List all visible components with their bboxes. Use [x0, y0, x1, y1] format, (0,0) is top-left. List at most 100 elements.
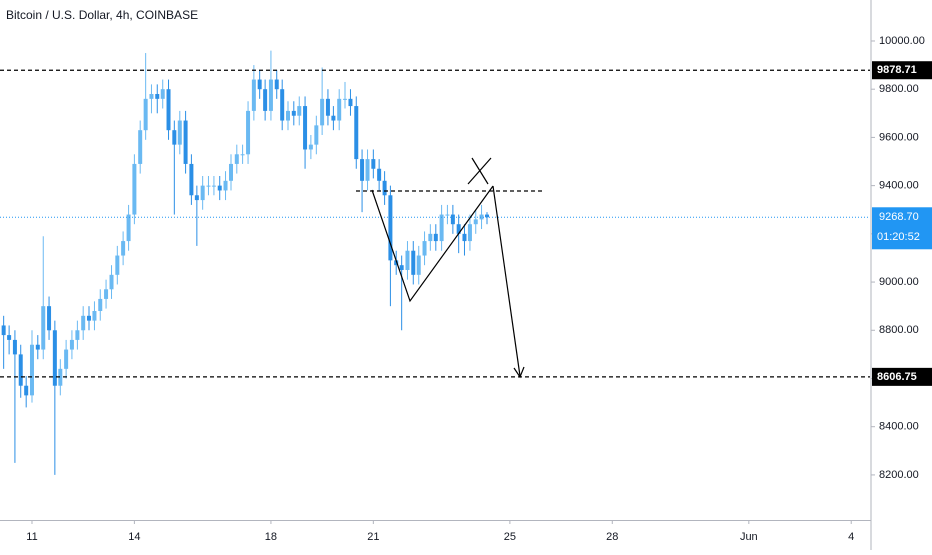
- candle-body: [18, 354, 23, 386]
- drawings: [356, 157, 544, 379]
- candle-body: [35, 344, 40, 350]
- candle-body: [251, 79, 256, 111]
- candle-body: [297, 106, 302, 116]
- candle-body: [81, 315, 86, 331]
- candle-body: [422, 241, 427, 256]
- candle-body: [47, 306, 52, 331]
- candle-body: [24, 385, 29, 396]
- candle-body: [223, 180, 228, 191]
- candle-body: [177, 120, 182, 145]
- candle-body: [285, 110, 290, 121]
- candle-body: [92, 310, 97, 321]
- candle-body: [280, 89, 285, 121]
- x-tick-label: 25: [504, 531, 516, 543]
- candle-body: [365, 159, 370, 181]
- candle-body: [246, 110, 251, 155]
- candle-body: [149, 94, 154, 99]
- candle-body: [41, 306, 46, 350]
- candle-body: [337, 98, 342, 121]
- candle-body: [439, 214, 444, 242]
- y-tick-label: 9600.00: [879, 131, 919, 143]
- candle-body: [86, 315, 91, 321]
- candle-body: [479, 214, 484, 220]
- x-tick-label: Jun: [740, 531, 758, 543]
- candle-body: [69, 339, 74, 350]
- candle-body: [109, 274, 114, 290]
- y-tick-label: 8200.00: [879, 469, 919, 481]
- candle-body: [445, 214, 450, 216]
- level-label: 8606.75: [877, 371, 917, 383]
- candle-body: [377, 168, 382, 181]
- level-label: 9878.71: [877, 64, 917, 76]
- x-tick-label: 21: [367, 531, 379, 543]
- candle-body: [64, 349, 69, 369]
- candle-body: [485, 214, 490, 218]
- pattern-line: [371, 185, 494, 303]
- candle-body: [360, 159, 365, 181]
- candle-body: [12, 339, 17, 355]
- candle-body: [228, 163, 233, 181]
- candle-body: [399, 265, 404, 271]
- candle-body: [274, 79, 279, 90]
- candle-body: [194, 195, 199, 201]
- candle-body: [29, 344, 34, 396]
- y-tick-label: 9800.00: [879, 83, 919, 95]
- candle-body: [411, 250, 416, 275]
- last-price-label: 9268.70: [879, 211, 919, 223]
- candle-body: [172, 130, 177, 145]
- candle-body: [268, 79, 273, 111]
- candle-body: [462, 233, 467, 242]
- candle-body: [257, 79, 262, 90]
- y-tick-label: 8400.00: [879, 421, 919, 433]
- candle-body: [104, 289, 109, 299]
- candle-body: [211, 185, 216, 187]
- candle-body: [183, 120, 188, 164]
- candle-body: [433, 233, 438, 242]
- candle-body: [143, 98, 148, 131]
- level-label-box: [872, 367, 932, 386]
- candle-body: [132, 163, 137, 215]
- x-tick-label: 11: [26, 531, 37, 543]
- candle-body: [291, 110, 296, 116]
- level-label-box: [872, 61, 932, 80]
- candle-body: [234, 154, 239, 164]
- candle-body: [331, 115, 336, 121]
- y-tick-label: 8800.00: [879, 324, 919, 336]
- candle-body: [428, 233, 433, 242]
- candle-body: [58, 368, 63, 386]
- candle-body: [320, 98, 325, 126]
- candle-body: [325, 98, 330, 116]
- candle-body: [303, 106, 308, 150]
- candle-body: [388, 195, 393, 261]
- x-tick-label: 28: [606, 531, 618, 543]
- candle-body: [166, 89, 171, 131]
- target-arrow: [492, 185, 521, 377]
- y-tick-label: 9000.00: [879, 276, 919, 288]
- candle-body: [343, 98, 348, 100]
- x-tick-label: 14: [128, 531, 140, 543]
- candle-body: [52, 330, 57, 386]
- candle-body: [206, 185, 211, 187]
- candle-body: [7, 335, 12, 340]
- candle-body: [217, 185, 222, 191]
- y-tick-label: 10000.00: [879, 35, 925, 47]
- candle-body: [416, 255, 421, 275]
- candle-body: [155, 94, 160, 99]
- candle-body: [348, 98, 353, 107]
- arrow-head: [513, 366, 525, 379]
- candle-body: [354, 106, 359, 160]
- candle-body: [371, 159, 376, 169]
- candle-body: [314, 125, 319, 145]
- candle-body: [98, 298, 103, 311]
- cross-mark: [467, 157, 492, 185]
- y-tick-label: 9400.00: [879, 180, 919, 192]
- candle-body: [160, 89, 165, 99]
- candle-body: [382, 180, 387, 196]
- countdown-label: 01:20:52: [877, 231, 920, 243]
- candle-body: [467, 224, 472, 242]
- candle-body: [450, 214, 455, 225]
- candle-body: [473, 219, 478, 225]
- candle-body: [394, 260, 399, 266]
